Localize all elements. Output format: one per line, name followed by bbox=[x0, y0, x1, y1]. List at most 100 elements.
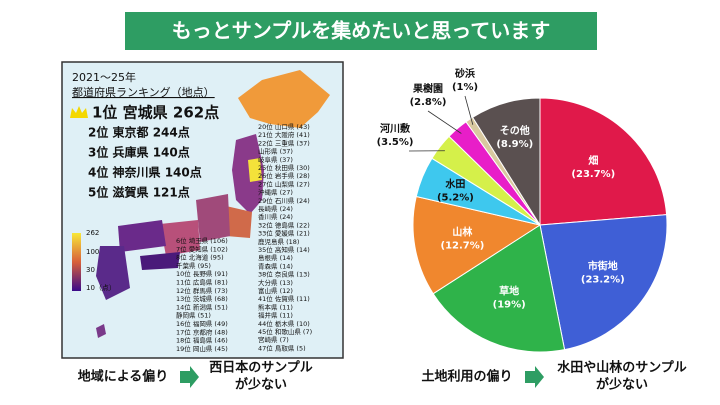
colorbar-label: 10（点） bbox=[86, 284, 116, 292]
rank-entry: 47位 鳥取県 (5) bbox=[258, 343, 306, 352]
top-rank: 1位 宮城県 262点 bbox=[92, 104, 219, 122]
slice-value-label: (1%) bbox=[452, 82, 478, 93]
pie-slice bbox=[471, 97, 541, 227]
rank-entry: 17位 京都府 (48) bbox=[176, 327, 228, 336]
rank-entry: 香川県 (24) bbox=[258, 212, 293, 221]
rank-entry: 19位 岡山県 (45) bbox=[176, 344, 228, 353]
rank-entry: 11位 広島県 (81) bbox=[176, 278, 228, 287]
rank-entry: 大分県 (13) bbox=[258, 278, 293, 287]
slice-name: その他 bbox=[500, 124, 530, 137]
slice-name: 砂浜 bbox=[454, 67, 475, 80]
slice-name: 畑 bbox=[588, 154, 598, 167]
rank-entry: 熊本県 (11) bbox=[258, 302, 293, 311]
colorbar bbox=[72, 233, 81, 291]
top-rank: 2位 東京都 244点 bbox=[88, 125, 190, 140]
slice-name: 果樹園 bbox=[412, 82, 443, 95]
map-region bbox=[248, 158, 262, 182]
top-rank: 4位 神奈川県 140点 bbox=[88, 165, 202, 180]
rank-entry: 22位 三重県 (37) bbox=[258, 138, 310, 147]
rank-entry: 44位 栃木県 (10) bbox=[258, 319, 310, 328]
top-rank: 3位 兵庫県 140点 bbox=[88, 145, 190, 160]
colorbar-label: 262 bbox=[86, 229, 99, 237]
slice-value-label: (23.7%) bbox=[571, 169, 615, 180]
rank-entry: 25位 秋田県 (30) bbox=[258, 163, 310, 172]
rank-entry: 7位 愛知県 (102) bbox=[176, 244, 228, 253]
rank-entry: 12位 群馬県 (73) bbox=[176, 286, 228, 295]
rank-entry: 10位 長野県 (91) bbox=[176, 269, 228, 278]
rank-entry: 29位 石川県 (24) bbox=[258, 196, 310, 205]
caption-label: 地域による偏り bbox=[78, 369, 169, 385]
rank-entry: 38位 奈良県 (13) bbox=[258, 270, 310, 279]
colorbar-label: 30 bbox=[86, 266, 95, 274]
slice-value-label: (23.2%) bbox=[581, 274, 625, 285]
rank-entry: 静岡県 (51) bbox=[176, 311, 211, 320]
rank-entry: 41位 佐賀県 (11) bbox=[258, 294, 310, 303]
map-region bbox=[238, 70, 330, 128]
leader-line bbox=[427, 110, 462, 134]
arrow bbox=[525, 366, 544, 388]
crown-icon bbox=[70, 106, 88, 118]
rank-entry: 14位 新潟県 (51) bbox=[176, 302, 228, 311]
banner bbox=[125, 12, 597, 50]
rank-entry: 26位 岩手県 (28) bbox=[258, 171, 310, 180]
caption-result: 西日本のサンプル bbox=[209, 360, 313, 376]
rank-entry: 32位 徳島県 (22) bbox=[258, 220, 310, 229]
map-period: 2021〜25年 bbox=[72, 70, 136, 84]
slice-name: 河川敷 bbox=[380, 122, 411, 135]
pie-slice bbox=[539, 97, 668, 226]
caption-label: 土地利用の偏り bbox=[421, 369, 512, 385]
rank-entry: 6位 埼玉県 (106) bbox=[176, 236, 228, 245]
rank-entry: 富山県 (12) bbox=[258, 286, 293, 295]
map-region bbox=[196, 194, 230, 242]
rank-entry: 8位 北海道 (95) bbox=[176, 253, 224, 262]
caption-result: が少ない bbox=[235, 377, 287, 393]
top-rank: 5位 滋賀県 121点 bbox=[88, 185, 190, 200]
slice-name: 市街地 bbox=[588, 259, 618, 272]
rank-entry: 45位 和歌山県 (7) bbox=[258, 327, 312, 336]
caption-result: 水田や山林のサンプル bbox=[557, 360, 687, 376]
rank-entry: 20位 山口県 (43) bbox=[258, 122, 310, 131]
slice-value-label: (12.7%) bbox=[441, 241, 485, 252]
rank-entry: 鹿児島県 (18) bbox=[258, 237, 299, 246]
colorbar-label: 100 bbox=[86, 248, 99, 256]
map-panel: 2021〜25年 都道府県ランキング（地点） bbox=[61, 61, 344, 359]
map-region bbox=[232, 134, 264, 214]
rank-entry: 13位 茨城県 (68) bbox=[176, 294, 228, 303]
rank-entry: 岐阜県 (37) bbox=[258, 155, 293, 164]
rank-entry: 長崎県 (24) bbox=[258, 204, 293, 213]
map-region bbox=[160, 220, 200, 256]
pie-slice bbox=[432, 224, 566, 353]
rank-entry: 27位 山梨県 (27) bbox=[258, 179, 310, 188]
slice-name: 水田 bbox=[444, 177, 465, 190]
map-region bbox=[118, 220, 166, 252]
rank-entry: 千葉県 (95) bbox=[176, 261, 211, 270]
rank-entry: 福井県 (11) bbox=[258, 311, 293, 320]
pie-slice bbox=[412, 195, 542, 295]
rank-entry: 35位 高知県 (14) bbox=[258, 245, 310, 254]
rank-entry: 16位 福岡県 (49) bbox=[176, 319, 228, 328]
rank-entry: 18位 福島県 (46) bbox=[176, 336, 228, 345]
slice-value-label: (5.2%) bbox=[437, 192, 474, 203]
caption-result: が少ない bbox=[596, 377, 648, 393]
arrow bbox=[180, 366, 199, 388]
slice-value-label: (3.5%) bbox=[377, 137, 414, 148]
map-region bbox=[96, 324, 106, 338]
rank-entry: 島根県 (14) bbox=[258, 253, 293, 262]
rank-entry: 宮崎県 (7) bbox=[258, 335, 289, 344]
rank-entry: 21位 大阪府 (41) bbox=[258, 130, 310, 139]
map-region bbox=[140, 252, 180, 270]
slice-name: 山林 bbox=[452, 226, 473, 239]
map-region bbox=[226, 206, 252, 238]
pie-slice bbox=[539, 214, 668, 351]
leader-line bbox=[464, 95, 474, 125]
map-heading: 都道府県ランキング（地点） bbox=[72, 85, 215, 99]
banner-title: もっとサンプルを集めたいと思っています bbox=[172, 19, 550, 43]
slice-value-label: (19%) bbox=[493, 299, 526, 310]
slice-value-label: (2.8%) bbox=[410, 97, 447, 108]
map-region bbox=[96, 246, 130, 300]
rank-entry: 山形県 (37) bbox=[258, 147, 293, 156]
rank-entry: 33位 愛媛県 (21) bbox=[258, 229, 310, 238]
rank-entry: 沖縄県 (27) bbox=[258, 188, 293, 197]
